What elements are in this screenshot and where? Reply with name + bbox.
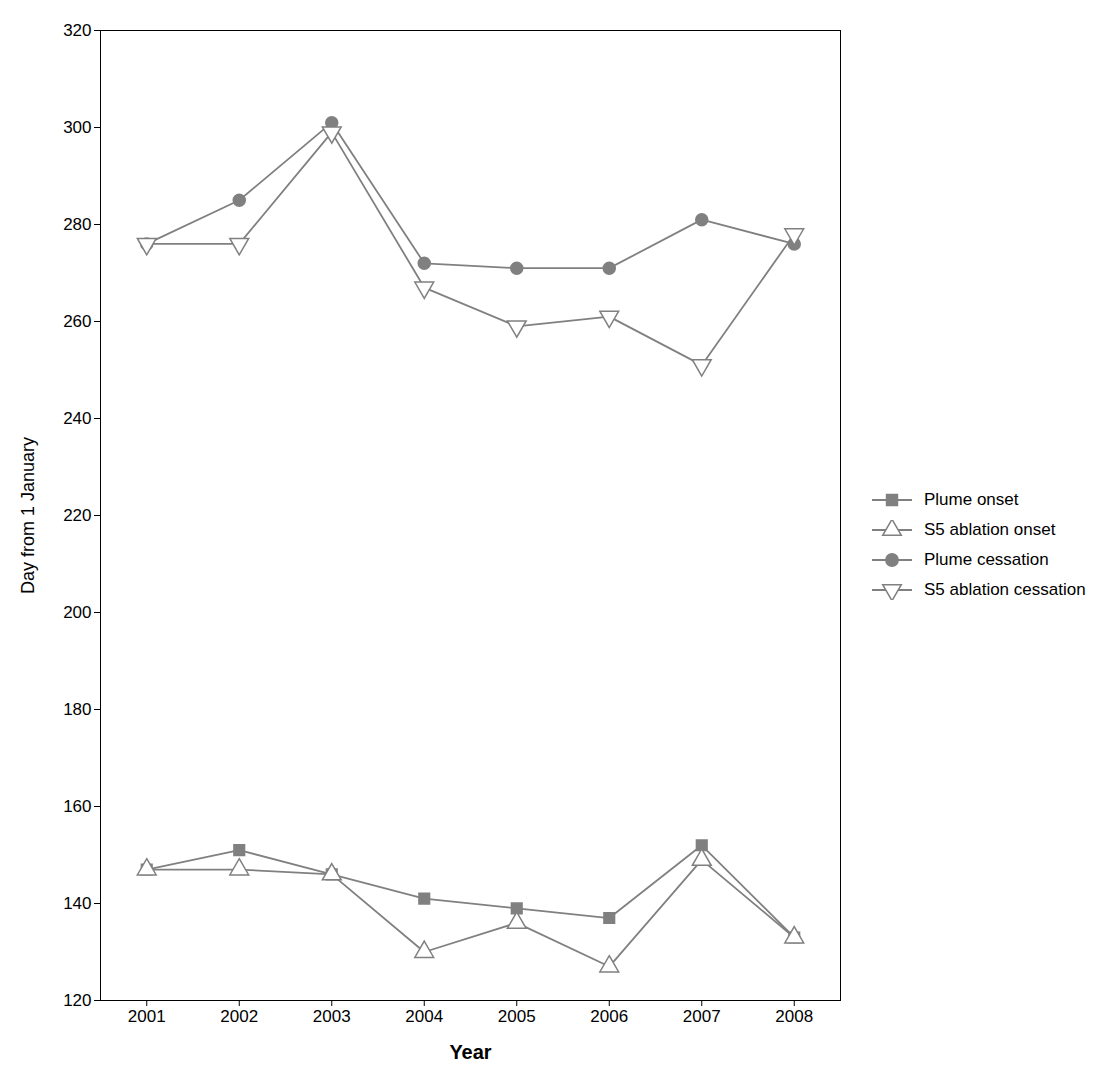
html-text:Plume cessation: Plume cessation — [924, 549, 1049, 569]
svg-text:300: 300 — [63, 117, 91, 136]
svg-text:320: 320 — [63, 20, 91, 39]
svg-text:2005: 2005 — [498, 1006, 536, 1025]
html-text:Plume onset: Plume onset — [924, 489, 1019, 509]
html-text:S5 ablation cessation: S5 ablation cessation — [924, 579, 1086, 599]
svg-text:2007: 2007 — [683, 1006, 721, 1025]
svg-text:180: 180 — [63, 699, 91, 718]
svg-text:2006: 2006 — [590, 1006, 628, 1025]
svg-text:Day from 1 January: Day from 1 January — [18, 436, 38, 593]
svg-text:2003: 2003 — [313, 1006, 351, 1025]
svg-text:2004: 2004 — [405, 1006, 443, 1025]
svg-text:220: 220 — [63, 505, 91, 524]
svg-text:2001: 2001 — [128, 1006, 166, 1025]
svg-text:200: 200 — [63, 602, 91, 621]
svg-text:240: 240 — [63, 408, 91, 427]
svg-text:2002: 2002 — [220, 1006, 258, 1025]
svg-text:140: 140 — [63, 893, 91, 912]
svg-text:Year: Year — [449, 1040, 491, 1062]
svg-text:160: 160 — [63, 796, 91, 815]
svg-text:260: 260 — [63, 311, 91, 330]
svg-text:120: 120 — [63, 990, 91, 1009]
html-text:S5 ablation onset: S5 ablation onset — [924, 519, 1056, 539]
svg-text:2008: 2008 — [775, 1006, 813, 1025]
svg-text:280: 280 — [63, 214, 91, 233]
